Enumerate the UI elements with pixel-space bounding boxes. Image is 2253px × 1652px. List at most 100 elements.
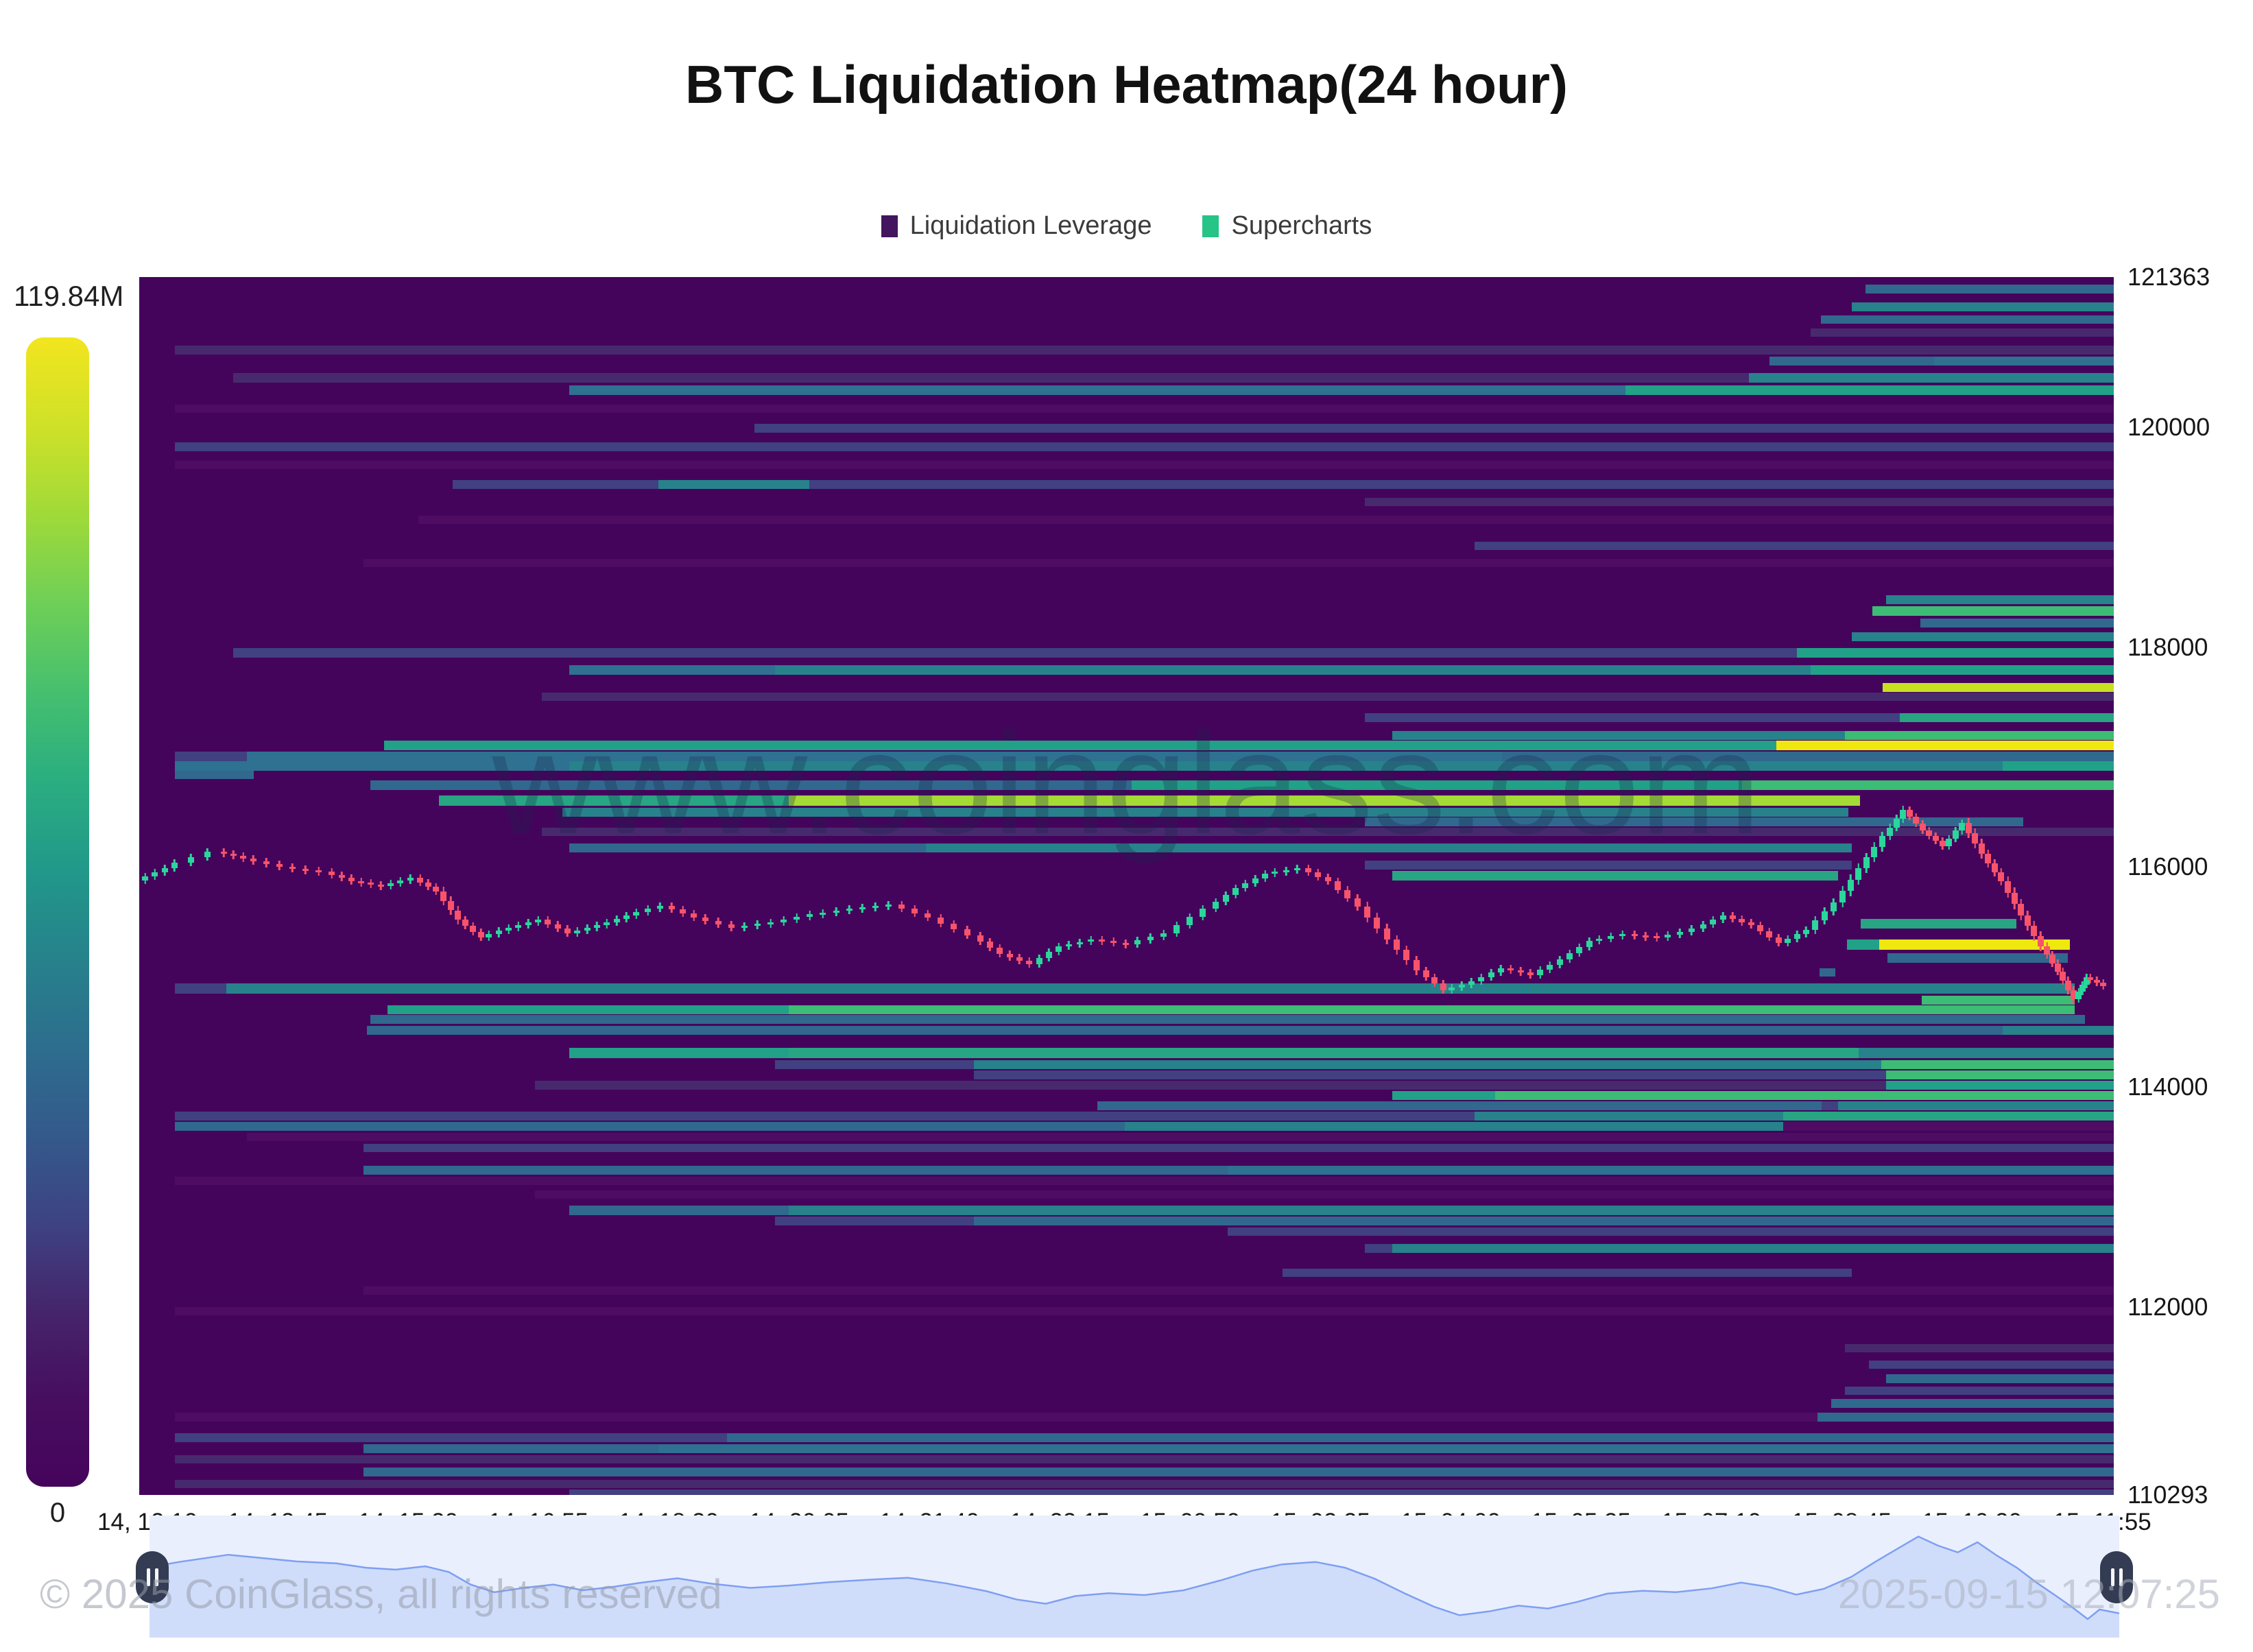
heatmap-band	[1625, 385, 2114, 395]
y-axis-tick-label: 118000	[2127, 632, 2208, 661]
heatmap-band	[175, 1433, 727, 1442]
candlestick	[754, 920, 761, 930]
candlestick	[433, 883, 440, 895]
candlestick	[348, 874, 355, 885]
candlestick	[425, 878, 431, 891]
navigator-left-handle[interactable]	[136, 1551, 169, 1603]
heatmap-band	[1283, 1269, 1852, 1277]
heatmap-band	[1392, 871, 1838, 881]
candlestick	[794, 913, 800, 923]
candlestick	[1422, 967, 1429, 981]
heatmap-band	[1920, 619, 2114, 627]
navigator-right-handle[interactable]	[2100, 1551, 2133, 1603]
heatmap-band	[789, 1206, 2114, 1215]
heatmap-band	[1865, 285, 2114, 294]
heatmap-band	[175, 1112, 1475, 1121]
candlestick	[1642, 931, 1649, 941]
candlestick	[1879, 831, 1885, 852]
candlestick	[997, 944, 1003, 958]
candlestick	[1619, 931, 1626, 940]
candlestick	[2011, 887, 2018, 909]
heatmap-band	[1886, 1374, 2114, 1383]
candlestick	[872, 902, 879, 912]
heatmap-band	[974, 1070, 1886, 1079]
heatmap-band	[974, 1217, 2114, 1225]
candlestick-layer	[139, 277, 2114, 1495]
candlestick	[680, 906, 687, 918]
candlestick	[1403, 945, 1410, 965]
candlestick	[898, 900, 905, 913]
candlestick	[1785, 935, 1791, 947]
heatmap-band	[1881, 1060, 2114, 1069]
heatmap-band	[1845, 1387, 2114, 1395]
legend-item-supercharts[interactable]: Supercharts	[1202, 211, 1372, 241]
candlestick	[1978, 839, 1985, 859]
candlestick	[1431, 973, 1438, 987]
candlestick	[656, 902, 663, 913]
candlestick	[1729, 911, 1736, 922]
heatmap-band	[1776, 741, 2114, 750]
heatmap-band	[1886, 1081, 2114, 1090]
candlestick	[780, 915, 787, 926]
candlestick	[1855, 863, 1862, 885]
candlestick	[593, 922, 600, 932]
heatmap-band	[1886, 1070, 2114, 1079]
candlestick	[1110, 937, 1117, 947]
candlestick	[1871, 842, 1878, 863]
heatmap-band	[247, 752, 1502, 761]
heatmap-band	[727, 1433, 2114, 1442]
heatmap-band	[569, 665, 775, 675]
heatmap-band	[1887, 953, 2068, 963]
candlestick	[505, 924, 512, 935]
candlestick	[564, 925, 571, 937]
heatmap-band	[809, 480, 2114, 489]
candlestick	[1413, 955, 1420, 975]
candlestick	[1478, 973, 1485, 985]
heatmap-band	[2003, 761, 2114, 771]
heatmap-band	[363, 1286, 2114, 1295]
candlestick	[1364, 901, 1371, 923]
candlestick	[1748, 918, 1754, 929]
candlestick	[1830, 898, 1837, 916]
heatmap-band	[384, 741, 1776, 750]
navigator-minichart[interactable]	[150, 1516, 2119, 1638]
candlestick	[515, 921, 522, 931]
candlestick	[477, 928, 484, 942]
candlestick	[1497, 965, 1504, 977]
candlestick	[1507, 965, 1514, 974]
candlestick	[2037, 931, 2044, 951]
heatmap-band	[569, 843, 926, 852]
heatmap-band	[175, 1413, 1817, 1422]
candlestick	[1847, 874, 1854, 896]
y-axis-tick-label: 121363	[2127, 263, 2210, 291]
heatmap-band	[1869, 1361, 2114, 1369]
heatmap-band	[535, 1081, 1886, 1090]
candlestick	[2060, 967, 2066, 985]
candlestick	[486, 931, 492, 942]
candlestick	[1739, 915, 1745, 926]
candlestick	[1972, 828, 1979, 848]
heatmap-band	[775, 1060, 974, 1069]
heatmap-band	[363, 1444, 658, 1453]
candlestick	[951, 920, 957, 933]
navigator-area-fill	[150, 1536, 2119, 1638]
candlestick	[1344, 886, 1351, 902]
candlestick	[1099, 936, 1106, 946]
candlestick	[1374, 912, 1381, 934]
candlestick	[1488, 969, 1494, 981]
heatmap-band	[1820, 968, 1835, 977]
candlestick	[574, 926, 581, 937]
heatmap-band	[175, 1307, 2114, 1315]
legend-item-liquidation-leverage[interactable]: Liquidation Leverage	[881, 211, 1152, 241]
candlestick	[1719, 911, 1726, 924]
candlestick	[152, 868, 158, 880]
candlestick	[1959, 819, 1966, 835]
candlestick	[1757, 922, 1764, 935]
colorbar-min-label: 0	[49, 1498, 66, 1528]
candlestick	[462, 916, 468, 929]
candlestick	[1939, 837, 1946, 850]
heatmap-band	[535, 1190, 2114, 1199]
heatmap-band	[569, 385, 1625, 395]
candlestick	[388, 879, 394, 889]
candlestick	[329, 867, 335, 878]
